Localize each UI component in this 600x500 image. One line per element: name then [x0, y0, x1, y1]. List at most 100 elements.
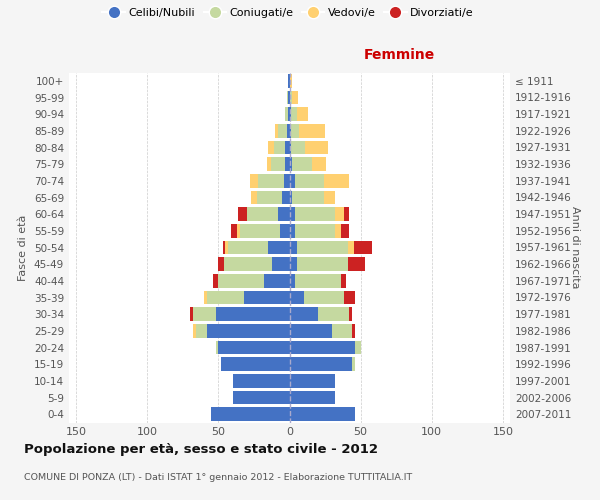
Bar — [352, 324, 355, 338]
Bar — [290, 308, 318, 321]
Bar — [287, 124, 290, 138]
Bar — [290, 174, 295, 188]
Bar — [271, 158, 285, 171]
Bar — [291, 108, 296, 121]
Bar — [292, 90, 298, 104]
Bar — [335, 208, 344, 221]
Bar — [290, 274, 295, 287]
Bar — [274, 140, 285, 154]
Bar — [229, 240, 268, 254]
Bar — [304, 290, 344, 304]
Bar — [218, 274, 264, 287]
Text: COMUNE DI PONZA (LT) - Dati ISTAT 1° gennaio 2012 - Elaborazione TUTTITALIA.IT: COMUNE DI PONZA (LT) - Dati ISTAT 1° gen… — [24, 472, 412, 482]
Bar — [238, 208, 247, 221]
Bar — [226, 240, 229, 254]
Bar — [296, 240, 348, 254]
Bar — [287, 90, 288, 104]
Bar — [353, 240, 372, 254]
Bar — [240, 224, 280, 237]
Bar — [223, 240, 226, 254]
Bar — [267, 158, 271, 171]
Bar — [224, 258, 272, 271]
Y-axis label: Fasce di età: Fasce di età — [19, 214, 28, 280]
Bar — [280, 224, 290, 237]
Bar — [348, 240, 353, 254]
Bar — [335, 224, 341, 237]
Bar — [204, 290, 207, 304]
Bar — [218, 258, 224, 271]
Bar — [349, 308, 352, 321]
Bar — [247, 208, 278, 221]
Bar — [290, 90, 292, 104]
Bar — [312, 158, 326, 171]
Bar — [341, 224, 349, 237]
Bar — [190, 308, 193, 321]
Bar — [278, 124, 287, 138]
Bar — [341, 274, 346, 287]
Bar — [215, 308, 290, 321]
Bar — [290, 258, 296, 271]
Bar — [258, 174, 284, 188]
Bar — [284, 174, 290, 188]
Bar — [352, 358, 355, 371]
Bar — [292, 158, 312, 171]
Bar — [318, 308, 349, 321]
Bar — [211, 408, 290, 421]
Bar — [290, 190, 292, 204]
Bar — [250, 174, 258, 188]
Legend: Celibi/Nubili, Coniugati/e, Vedovi/e, Divorziati/e: Celibi/Nubili, Coniugati/e, Vedovi/e, Di… — [98, 3, 478, 22]
Bar — [290, 408, 355, 421]
Bar — [295, 224, 335, 237]
Bar — [288, 108, 290, 121]
Bar — [196, 324, 207, 338]
Bar — [272, 258, 290, 271]
Y-axis label: Anni di nascita: Anni di nascita — [570, 206, 580, 288]
Bar — [268, 140, 274, 154]
Bar — [290, 124, 291, 138]
Bar — [290, 340, 355, 354]
Bar — [323, 190, 335, 204]
Bar — [292, 190, 323, 204]
Bar — [290, 324, 332, 338]
Bar — [212, 274, 218, 287]
Text: Popolazione per età, sesso e stato civile - 2012: Popolazione per età, sesso e stato civil… — [24, 442, 378, 456]
Bar — [355, 340, 361, 354]
Bar — [251, 190, 257, 204]
Bar — [290, 158, 292, 171]
Bar — [233, 390, 290, 404]
Bar — [295, 174, 323, 188]
Bar — [290, 140, 291, 154]
Bar — [290, 224, 295, 237]
Bar — [207, 324, 290, 338]
Bar — [264, 274, 290, 287]
Bar — [290, 358, 352, 371]
Bar — [295, 208, 335, 221]
Bar — [290, 240, 296, 254]
Bar — [332, 324, 352, 338]
Bar — [285, 140, 290, 154]
Bar — [344, 290, 355, 304]
Bar — [296, 108, 308, 121]
Bar — [290, 74, 292, 88]
Bar — [305, 140, 328, 154]
Bar — [268, 240, 290, 254]
Bar — [283, 190, 290, 204]
Bar — [288, 74, 290, 88]
Bar — [218, 340, 290, 354]
Bar — [295, 274, 341, 287]
Bar — [296, 258, 348, 271]
Bar — [285, 108, 288, 121]
Bar — [299, 124, 325, 138]
Bar — [244, 290, 290, 304]
Bar — [290, 374, 335, 388]
Bar — [291, 140, 305, 154]
Bar — [323, 174, 349, 188]
Text: Femmine: Femmine — [364, 48, 436, 62]
Bar — [291, 124, 299, 138]
Bar — [288, 90, 290, 104]
Bar — [231, 224, 237, 237]
Bar — [257, 190, 283, 204]
Bar — [290, 290, 304, 304]
Bar — [275, 124, 278, 138]
Bar — [233, 374, 290, 388]
